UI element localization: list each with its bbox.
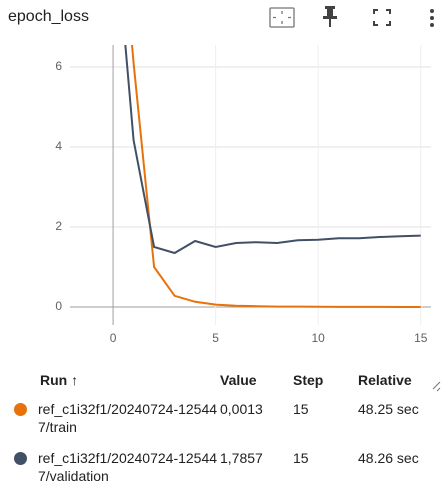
chart: 0 2 4 6 0 5 10 15 [55, 45, 441, 392]
plot-lines [124, 45, 421, 308]
series-line [131, 45, 421, 308]
y-tick-label: 4 [55, 139, 62, 153]
menu-button[interactable] [430, 9, 434, 27]
series-color-dot [14, 452, 27, 465]
table-cell: 0,0013 [220, 401, 263, 417]
table-cell: ref_c1i32f1/20240724-125447/train [38, 401, 218, 435]
toolbar [269, 6, 434, 28]
series-color-dot [14, 403, 27, 416]
column-header: Run ↑ [40, 372, 79, 388]
y-tick-label: 2 [55, 219, 62, 233]
table-cell: ref_c1i32f1/20240724-125447/validation [38, 450, 218, 484]
y-tick-label: 0 [55, 299, 62, 313]
pin-button[interactable] [323, 6, 337, 27]
table-cell: 1,7857 [220, 450, 263, 466]
x-tick-label: 15 [414, 331, 428, 345]
table-cell: 15 [293, 450, 309, 466]
fit-domain-button[interactable] [269, 7, 295, 28]
card-title: epoch_loss [8, 8, 89, 25]
series-line [124, 45, 421, 255]
x-tick-label: 0 [110, 331, 117, 345]
column-header: Relative [358, 372, 412, 388]
x-tick-label: 5 [212, 331, 219, 345]
table-cell: 48.26 sec [358, 450, 419, 466]
column-header: Value [220, 372, 257, 388]
fullscreen-button[interactable] [373, 9, 391, 26]
table-cell: 48.25 sec [358, 401, 419, 417]
table-cell: 15 [293, 401, 309, 417]
resize-handle[interactable] [432, 381, 441, 392]
column-header: Step [293, 372, 324, 388]
x-tick-label: 10 [312, 331, 326, 345]
y-tick-label: 6 [55, 59, 62, 73]
